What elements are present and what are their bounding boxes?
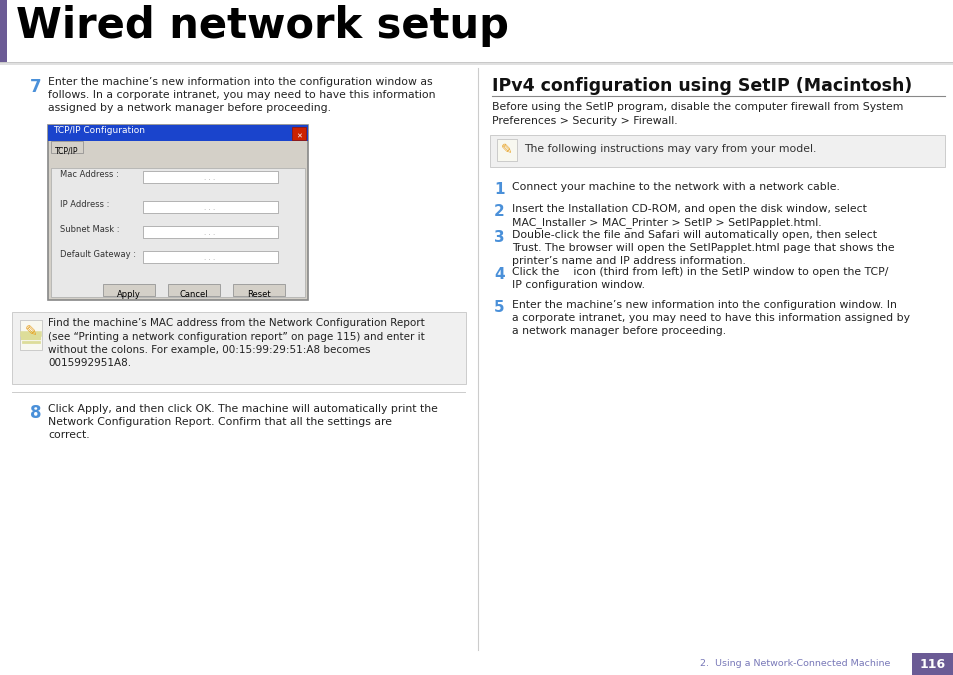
Text: TCP/IP: TCP/IP <box>55 147 79 156</box>
Bar <box>911 653 953 675</box>
FancyBboxPatch shape <box>168 284 220 296</box>
Text: Enter the machine’s new information into the configuration window. In: Enter the machine’s new information into… <box>512 300 896 310</box>
Text: 3: 3 <box>494 230 504 245</box>
Text: Enter the machine’s new information into the configuration window as: Enter the machine’s new information into… <box>48 77 432 87</box>
FancyBboxPatch shape <box>292 127 306 140</box>
Text: ✕: ✕ <box>295 134 301 140</box>
Text: follows. In a corporate intranet, you may need to have this information: follows. In a corporate intranet, you ma… <box>48 90 435 100</box>
FancyBboxPatch shape <box>20 320 42 350</box>
Text: a network manager before proceeding.: a network manager before proceeding. <box>512 326 725 336</box>
Text: ✎: ✎ <box>500 143 513 157</box>
Text: 1: 1 <box>494 182 504 197</box>
Text: Subnet Mask :: Subnet Mask : <box>60 225 119 234</box>
FancyBboxPatch shape <box>48 125 308 300</box>
Text: Apply: Apply <box>117 290 141 299</box>
FancyBboxPatch shape <box>48 125 308 141</box>
Text: TCP/IP Configuration: TCP/IP Configuration <box>53 126 145 135</box>
Text: Click the    icon (third from left) in the SetIP window to open the TCP/: Click the icon (third from left) in the … <box>512 267 887 277</box>
FancyBboxPatch shape <box>233 284 285 296</box>
Text: Click Apply, and then click OK. The machine will automatically print the: Click Apply, and then click OK. The mach… <box>48 404 437 414</box>
Text: 7: 7 <box>30 78 42 96</box>
Text: 5: 5 <box>494 300 504 315</box>
Text: . . .: . . . <box>204 205 215 211</box>
Text: printer’s name and IP address information.: printer’s name and IP address informatio… <box>512 256 745 266</box>
Text: Insert the Installation CD-ROM, and open the disk window, select: Insert the Installation CD-ROM, and open… <box>512 204 866 214</box>
FancyBboxPatch shape <box>143 171 277 183</box>
FancyBboxPatch shape <box>12 312 465 384</box>
Text: Connect your machine to the network with a network cable.: Connect your machine to the network with… <box>512 182 839 192</box>
Text: IP Address :: IP Address : <box>60 200 110 209</box>
Text: 4: 4 <box>494 267 504 282</box>
Text: correct.: correct. <box>48 430 90 440</box>
Bar <box>0 61 953 63</box>
Text: 0015992951A8.: 0015992951A8. <box>48 358 131 369</box>
Text: assigned by a network manager before proceeding.: assigned by a network manager before pro… <box>48 103 331 113</box>
Text: 2.  Using a Network-Connected Machine: 2. Using a Network-Connected Machine <box>700 659 889 668</box>
Text: 8: 8 <box>30 404 42 422</box>
Text: The following instructions may vary from your model.: The following instructions may vary from… <box>523 144 816 154</box>
Text: Cancel: Cancel <box>179 290 208 299</box>
FancyBboxPatch shape <box>51 168 305 297</box>
Text: ✎: ✎ <box>25 324 37 339</box>
Text: Double-click the file and Safari will automatically open, then select: Double-click the file and Safari will au… <box>512 230 876 240</box>
FancyBboxPatch shape <box>103 284 154 296</box>
Bar <box>0 62 953 65</box>
Text: Default Gateway :: Default Gateway : <box>60 250 136 259</box>
Text: Mac Address :: Mac Address : <box>60 170 118 179</box>
Text: 2: 2 <box>494 204 504 219</box>
Text: MAC_Installer > MAC_Printer > SetIP > SetIPapplet.html.: MAC_Installer > MAC_Printer > SetIP > Se… <box>512 217 821 228</box>
Text: IPv4 configuration using SetIP (Macintosh): IPv4 configuration using SetIP (Macintos… <box>492 77 911 95</box>
Text: Trust. The browser will open the SetIPapplet.html page that shows the: Trust. The browser will open the SetIPap… <box>512 243 894 253</box>
FancyBboxPatch shape <box>143 226 277 238</box>
Text: Network Configuration Report. Confirm that all the settings are: Network Configuration Report. Confirm th… <box>48 417 392 427</box>
FancyBboxPatch shape <box>143 201 277 213</box>
Text: . . .: . . . <box>204 175 215 181</box>
Text: 116: 116 <box>919 657 945 670</box>
Text: Wired network setup: Wired network setup <box>16 5 509 47</box>
Text: . . .: . . . <box>204 255 215 261</box>
FancyBboxPatch shape <box>497 139 517 161</box>
Text: Reset: Reset <box>247 290 271 299</box>
Bar <box>0 653 953 675</box>
Text: Find the machine’s MAC address from the Network Configuration Report: Find the machine’s MAC address from the … <box>48 318 424 328</box>
Text: IP configuration window.: IP configuration window. <box>512 280 644 290</box>
FancyBboxPatch shape <box>143 251 277 263</box>
Text: . . .: . . . <box>204 230 215 236</box>
FancyBboxPatch shape <box>0 0 7 62</box>
FancyBboxPatch shape <box>51 141 83 153</box>
Text: Before using the SetIP program, disable the computer firewall from System: Before using the SetIP program, disable … <box>492 102 902 112</box>
Text: a corporate intranet, you may need to have this information assigned by: a corporate intranet, you may need to ha… <box>512 313 909 323</box>
Text: without the colons. For example, 00:15:99:29:51:A8 becomes: without the colons. For example, 00:15:9… <box>48 345 370 355</box>
FancyBboxPatch shape <box>490 135 944 167</box>
Text: Preferences > Security > Firewall.: Preferences > Security > Firewall. <box>492 115 677 126</box>
Text: (see “Printing a network configuration report” on page 115) and enter it: (see “Printing a network configuration r… <box>48 331 424 342</box>
